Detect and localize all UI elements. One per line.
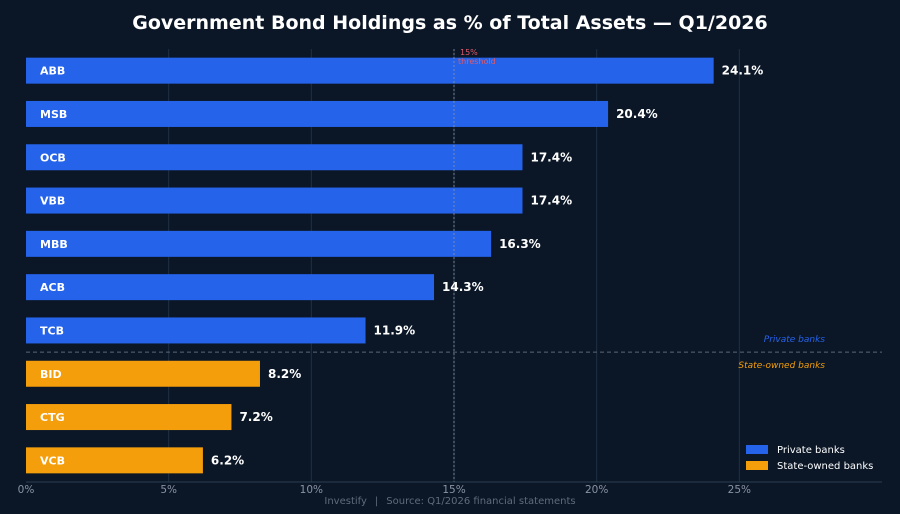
x-tick-label-0: 0% [18, 484, 35, 496]
bar-value-label-ctg: 7.2% [239, 410, 272, 424]
bar-value-label-abb: 24.1% [722, 64, 764, 78]
bar-category-label-vcb: VCB [40, 454, 65, 467]
bar-category-label-msb: MSB [40, 108, 67, 121]
bar-mbb [26, 230, 492, 257]
legend-swatch-private [746, 445, 768, 454]
legend-label-state: State-owned banks [777, 461, 873, 472]
bar-category-label-abb: ABB [40, 65, 65, 78]
legend-label-private: Private banks [777, 445, 845, 456]
footer-brand: Investify [324, 496, 367, 507]
footer-source: Source: Q1/2026 financial statements [386, 496, 576, 507]
bar-category-label-mbb: MBB [40, 238, 68, 251]
bar-ctg [26, 404, 232, 431]
x-tick-label-1: 5% [160, 484, 177, 496]
legend-swatch-state [746, 461, 768, 470]
bar-category-label-bid: BID [40, 368, 62, 381]
bar-category-label-vbb: VBB [40, 195, 65, 208]
group-label-private: Private banks [764, 335, 826, 345]
bar-value-label-msb: 20.4% [616, 107, 658, 121]
chart-footer: Investify | Source: Q1/2026 financial stat… [0, 496, 900, 507]
bar-value-label-vcb: 6.2% [211, 453, 244, 467]
threshold-label: 15% [460, 48, 478, 57]
bar-category-label-ctg: CTG [40, 411, 65, 424]
bar-vcb [26, 447, 203, 474]
bar-vbb [26, 187, 523, 214]
bar-ocb [26, 144, 523, 171]
bar-category-label-ocb: OCB [40, 151, 66, 164]
bar-value-label-ocb: 17.4% [530, 150, 572, 164]
x-tick-label-3: 15% [442, 484, 465, 496]
bar-msb [26, 100, 609, 127]
x-tick-label-5: 25% [728, 484, 751, 496]
footer-separator: | [374, 496, 379, 507]
bar-abb [26, 57, 714, 84]
bar-value-label-vbb: 17.4% [530, 194, 572, 208]
chart-title: Government Bond Holdings as % of Total A… [132, 12, 768, 34]
group-label-state: State-owned banks [738, 361, 825, 371]
bar-category-label-tcb: TCB [40, 324, 64, 337]
bar-category-label-acb: ACB [40, 281, 65, 294]
bar-tcb [26, 317, 366, 344]
bar-bid [26, 360, 260, 387]
bar-value-label-tcb: 11.9% [374, 323, 416, 337]
bar-value-label-bid: 8.2% [268, 367, 301, 381]
x-tick-label-4: 20% [585, 484, 608, 496]
bar-acb [26, 274, 435, 301]
threshold-label-sub: threshold [458, 57, 496, 66]
x-tick-label-2: 10% [300, 484, 323, 496]
bar-value-label-acb: 14.3% [442, 280, 484, 294]
bar-value-label-mbb: 16.3% [499, 237, 541, 251]
